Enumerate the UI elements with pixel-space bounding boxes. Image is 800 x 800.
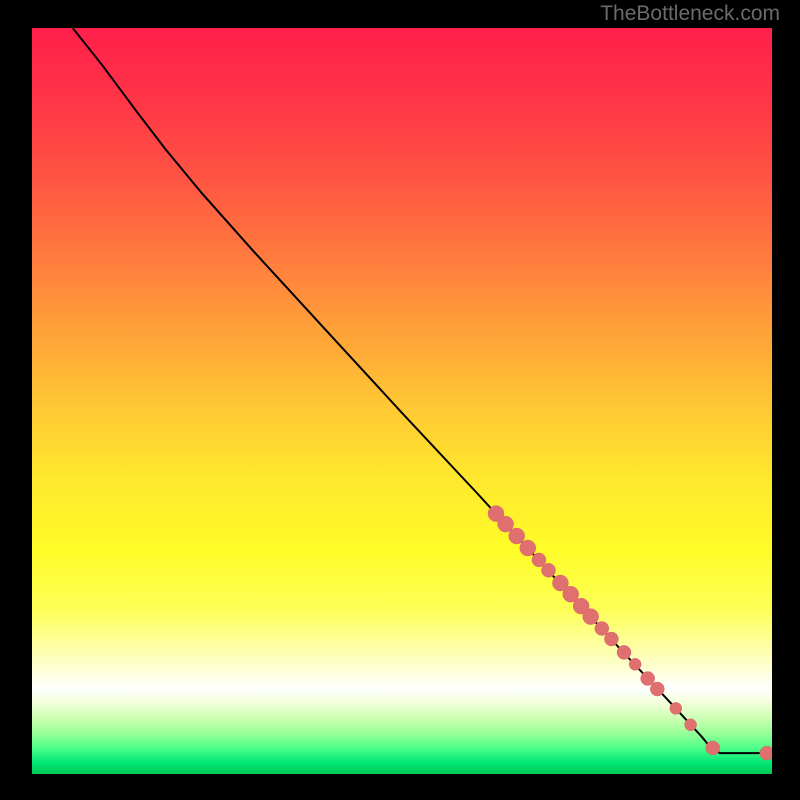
data-marker xyxy=(509,528,525,544)
data-marker xyxy=(604,632,618,646)
data-marker xyxy=(650,682,664,696)
data-marker xyxy=(542,563,556,577)
data-marker xyxy=(520,540,536,556)
data-marker xyxy=(629,658,641,670)
plot-area xyxy=(32,28,772,774)
data-marker xyxy=(760,746,772,760)
bottleneck-curve xyxy=(73,28,772,753)
data-marker xyxy=(583,609,599,625)
chart-container: TheBottleneck.com xyxy=(0,0,800,800)
data-marker xyxy=(685,719,697,731)
data-marker xyxy=(706,741,720,755)
data-markers xyxy=(488,506,772,760)
data-marker xyxy=(641,672,655,686)
watermark-text: TheBottleneck.com xyxy=(600,2,780,26)
data-marker xyxy=(617,645,631,659)
data-marker xyxy=(595,622,609,636)
data-marker xyxy=(670,702,682,714)
curve-overlay xyxy=(32,28,772,774)
data-marker xyxy=(498,516,514,532)
